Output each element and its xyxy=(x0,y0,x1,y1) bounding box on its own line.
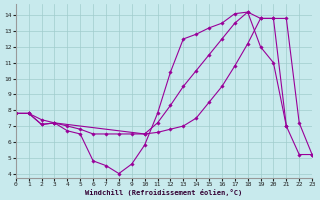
X-axis label: Windchill (Refroidissement éolien,°C): Windchill (Refroidissement éolien,°C) xyxy=(85,189,243,196)
